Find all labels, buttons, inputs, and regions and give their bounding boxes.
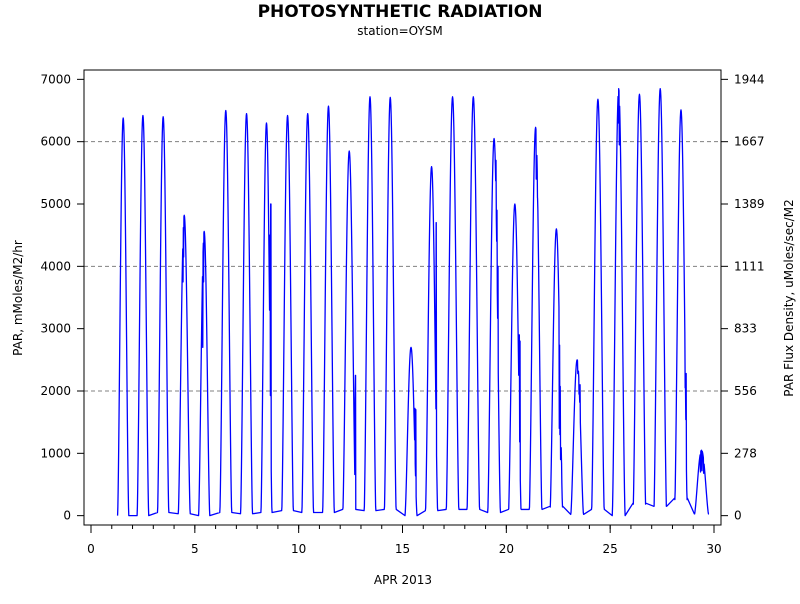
par-series-line	[116, 88, 710, 517]
x-tick-label: 30	[706, 542, 721, 556]
chart-title: PHOTOSYNTHETIC RADIATION	[258, 2, 543, 22]
x-tick-label: 0	[87, 542, 95, 556]
y-axis-title: PAR, mMoles/M2/hr	[11, 240, 25, 356]
y2-axis-title: PAR Flux Density, uMoles/sec/M2	[782, 199, 796, 396]
y-tick-label: 0	[63, 509, 71, 523]
y2-tick-label: 1944	[734, 72, 765, 86]
y-tick-label: 3000	[40, 322, 71, 336]
y-tick-label: 5000	[40, 197, 71, 211]
x-tick-label: 10	[291, 542, 306, 556]
x-tick-label: 5	[191, 542, 199, 556]
y-tick-label: 6000	[40, 135, 71, 149]
y-tick-label: 7000	[40, 72, 71, 86]
x-tick-label: 20	[499, 542, 514, 556]
chart-subtitle: station=OYSM	[357, 24, 442, 38]
y2-tick-label: 1667	[734, 135, 765, 149]
y-tick-label: 1000	[40, 446, 71, 460]
axes: 0 5 10 15 20 25 30 0 1000 2000 3000 4000 5000 6000 700…	[40, 72, 764, 556]
x-tick-label: 25	[603, 542, 618, 556]
x-tick-label: 15	[395, 542, 410, 556]
x-axis-title: APR 2013	[374, 573, 432, 587]
y2-tick-label: 278	[734, 446, 757, 460]
y-tick-label: 4000	[40, 259, 71, 273]
y2-tick-label: 1111	[734, 259, 765, 273]
y2-tick-label: 1389	[734, 197, 765, 211]
gridlines	[84, 141, 721, 392]
y-tick-label: 2000	[40, 384, 71, 398]
y2-tick-label: 556	[734, 384, 757, 398]
y2-tick-label: 833	[734, 322, 757, 336]
y2-tick-label: 0	[734, 509, 742, 523]
series-layer	[116, 88, 710, 517]
